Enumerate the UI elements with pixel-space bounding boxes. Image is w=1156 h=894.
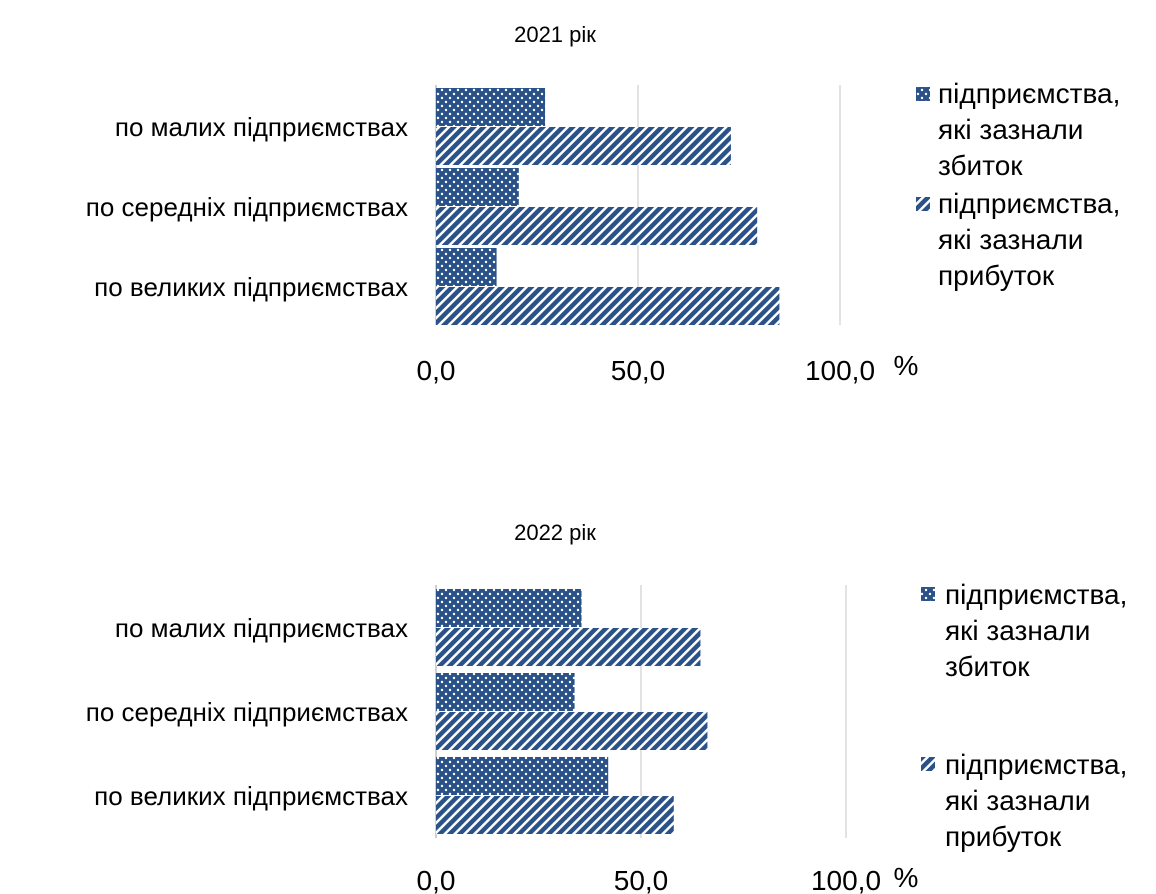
- category-label: по малих підприємствах: [115, 613, 408, 643]
- category-label: по середніх підприємствах: [86, 192, 408, 222]
- tick-label: 50,0: [614, 865, 669, 894]
- category-label: по малих підприємствах: [115, 112, 408, 142]
- legend-label-loss: підприємства, які зазнали збиток: [938, 78, 1120, 181]
- legend-swatch-loss: [921, 587, 935, 601]
- bar-loss-0: [436, 88, 546, 126]
- bar-loss-0: [436, 589, 582, 627]
- legend-label-loss: підприємства, які зазнали збиток: [945, 579, 1127, 682]
- legend-swatch-profit: [921, 757, 935, 771]
- bar-loss-2: [436, 248, 497, 286]
- chart-title: 2022 рік: [514, 520, 596, 545]
- bar-loss-2: [436, 757, 609, 795]
- legend-swatch-loss: [916, 87, 930, 101]
- category-label: по великих підприємствах: [94, 272, 408, 302]
- category-label: по середніх підприємствах: [86, 697, 408, 727]
- bar-profit-0: [436, 628, 701, 666]
- legend-label-profit: підприємства, які зазнали прибуток: [945, 749, 1127, 852]
- bar-profit-1: [436, 207, 758, 245]
- chart-title: 2021 рік: [514, 22, 596, 47]
- bar-profit-0: [436, 127, 731, 165]
- bar-profit-2: [436, 287, 780, 325]
- axis-unit: %: [894, 862, 919, 893]
- legend-swatch-profit: [916, 197, 930, 211]
- legend-label-profit: підприємства, які зазнали прибуток: [938, 188, 1120, 291]
- bar-profit-1: [436, 712, 708, 750]
- bar-loss-1: [436, 168, 519, 206]
- bar-profit-2: [436, 796, 674, 834]
- bar-loss-1: [436, 673, 575, 711]
- axis-unit: %: [894, 350, 919, 381]
- tick-label: 0,0: [417, 355, 456, 386]
- tick-label: 50,0: [611, 355, 666, 386]
- tick-label: 100,0: [805, 355, 875, 386]
- tick-label: 0,0: [417, 865, 456, 894]
- tick-label: 100,0: [811, 865, 881, 894]
- category-label: по великих підприємствах: [94, 781, 408, 811]
